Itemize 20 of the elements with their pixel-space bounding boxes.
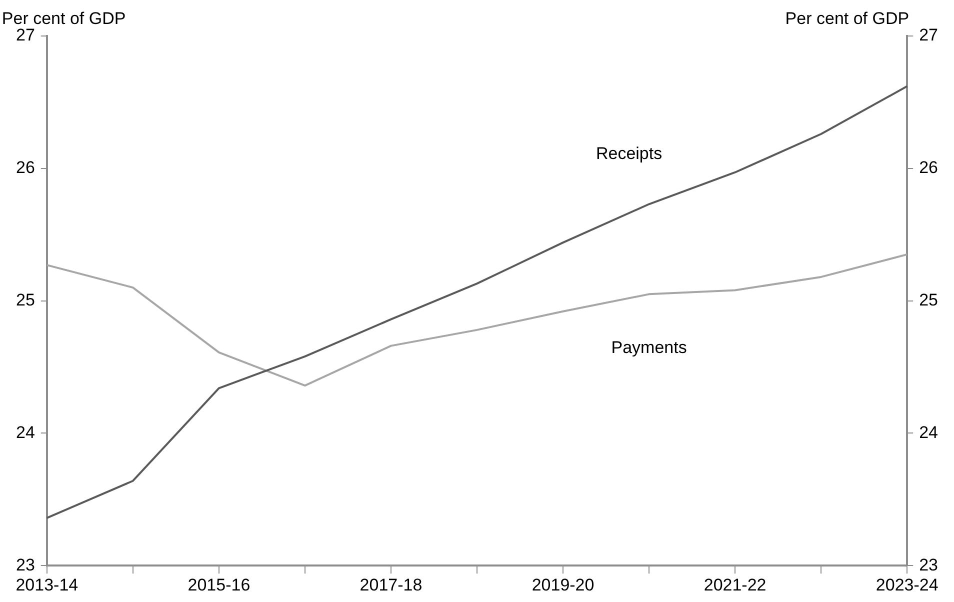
y-tick-label: 25 xyxy=(16,290,35,310)
y2-tick-label: 24 xyxy=(919,422,938,442)
y2-tick-label: 27 xyxy=(919,26,938,45)
x-tick-label: 2023-24 xyxy=(876,575,938,594)
x-tick-label: 2021-22 xyxy=(704,575,766,594)
y-tick-label: 23 xyxy=(16,555,35,574)
y2-tick-label: 25 xyxy=(919,290,938,310)
x-tick-label: 2013-14 xyxy=(16,575,78,594)
x-tick-label: 2017-18 xyxy=(360,575,422,594)
y-axis-title: Per cent of GDP xyxy=(2,9,126,28)
y-tick-label: 24 xyxy=(16,422,35,442)
text: Payments xyxy=(611,338,687,357)
y2-tick-label: 23 xyxy=(919,555,938,574)
x-tick-label: 2019-20 xyxy=(532,575,594,594)
text: Receipts xyxy=(596,144,662,163)
y-tick-label: 27 xyxy=(16,26,35,45)
y2-tick-label: 26 xyxy=(919,158,938,178)
y2-axis-title: Per cent of GDP xyxy=(785,9,910,28)
x-tick-label: 2015-16 xyxy=(188,575,250,594)
y-tick-label: 26 xyxy=(16,158,35,178)
